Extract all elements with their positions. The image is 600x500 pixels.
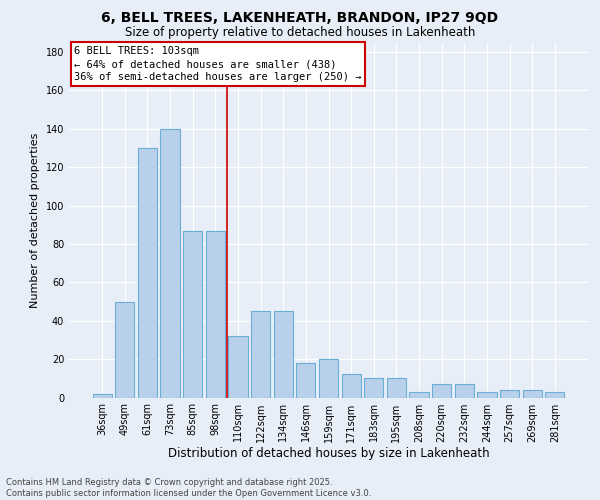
X-axis label: Distribution of detached houses by size in Lakenheath: Distribution of detached houses by size … <box>167 448 490 460</box>
Bar <box>341 374 361 398</box>
Text: Contains HM Land Registry data © Crown copyright and database right 2025.
Contai: Contains HM Land Registry data © Crown c… <box>6 478 371 498</box>
Bar <box>455 384 474 398</box>
Text: 6, BELL TREES, LAKENHEATH, BRANDON, IP27 9QD: 6, BELL TREES, LAKENHEATH, BRANDON, IP27… <box>101 12 499 26</box>
Text: 6 BELL TREES: 103sqm
← 64% of detached houses are smaller (438)
36% of semi-deta: 6 BELL TREES: 103sqm ← 64% of detached h… <box>74 46 362 82</box>
Y-axis label: Number of detached properties: Number of detached properties <box>30 132 40 308</box>
Bar <box>160 129 180 398</box>
Bar <box>364 378 383 398</box>
Bar <box>319 359 338 398</box>
Bar <box>251 311 270 398</box>
Bar <box>274 311 293 398</box>
Text: Size of property relative to detached houses in Lakenheath: Size of property relative to detached ho… <box>125 26 475 39</box>
Bar <box>500 390 519 398</box>
Bar <box>387 378 406 398</box>
Bar <box>92 394 112 398</box>
Bar <box>229 336 248 398</box>
Bar <box>115 302 134 398</box>
Bar <box>432 384 451 398</box>
Bar <box>409 392 428 398</box>
Bar <box>206 230 225 398</box>
Bar <box>138 148 157 398</box>
Bar <box>523 390 542 398</box>
Bar <box>477 392 497 398</box>
Bar <box>183 230 202 398</box>
Bar <box>545 392 565 398</box>
Bar <box>296 363 316 398</box>
